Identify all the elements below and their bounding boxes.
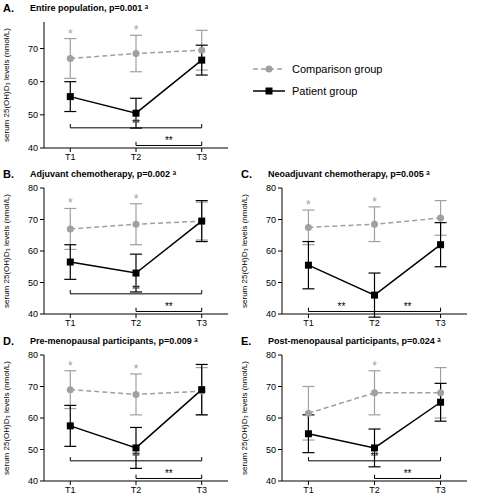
svg-text:60: 60 xyxy=(266,413,276,423)
svg-text:80: 80 xyxy=(266,350,276,360)
svg-text:70: 70 xyxy=(266,382,276,392)
svg-text:80: 80 xyxy=(28,183,38,193)
html-text:B.: B. xyxy=(3,168,14,180)
svg-text:*: * xyxy=(372,195,377,209)
svg-text:40: 40 xyxy=(28,309,38,319)
svg-text:serum 25(OH)D₃ levels (nmol/L): serum 25(OH)D₃ levels (nmol/L) xyxy=(8,361,11,475)
html-text:E.: E. xyxy=(241,335,252,347)
svg-text:70: 70 xyxy=(28,215,38,225)
html-text:Post-menopausal participants,: Post-menopausal participants, p=0.024 ᵃ xyxy=(268,336,441,346)
svg-text:80: 80 xyxy=(28,350,38,360)
svg-text:60: 60 xyxy=(266,246,276,256)
html-text:Pre-menopausal participants, p: Pre-menopausal participants, p=0.009 ᵃ xyxy=(30,336,198,346)
svg-text:**: ** xyxy=(165,468,173,479)
svg-text:T3: T3 xyxy=(196,152,207,162)
svg-text:50: 50 xyxy=(266,445,276,455)
svg-text:70: 70 xyxy=(266,215,276,225)
svg-text:40: 40 xyxy=(28,476,38,486)
svg-text:**: ** xyxy=(132,118,140,129)
svg-text:*: * xyxy=(68,27,73,41)
svg-text:**: ** xyxy=(404,301,412,312)
svg-text:**: ** xyxy=(404,468,412,479)
svg-text:T2: T2 xyxy=(369,485,380,495)
svg-text:50: 50 xyxy=(266,278,276,288)
svg-text:*: * xyxy=(134,192,139,206)
svg-text:40: 40 xyxy=(28,143,38,153)
svg-text:T3: T3 xyxy=(196,485,207,495)
svg-text:T2: T2 xyxy=(131,485,142,495)
svg-text:40: 40 xyxy=(266,476,276,486)
svg-text:*: * xyxy=(68,196,73,210)
svg-text:60: 60 xyxy=(28,77,38,87)
svg-text:T1: T1 xyxy=(303,485,314,495)
svg-text:**: ** xyxy=(165,135,173,146)
svg-text:T2: T2 xyxy=(131,152,142,162)
svg-text:50: 50 xyxy=(28,445,38,455)
svg-text:50: 50 xyxy=(28,110,38,120)
svg-text:T1: T1 xyxy=(303,318,314,328)
svg-text:serum 25(OH)D₃ levels (nmol/L): serum 25(OH)D₃ levels (nmol/L) xyxy=(240,194,249,308)
svg-text:T1: T1 xyxy=(65,152,76,162)
svg-text:**: ** xyxy=(132,284,140,295)
svg-text:**: ** xyxy=(338,301,346,312)
html-text:D.: D. xyxy=(3,335,14,347)
svg-text:60: 60 xyxy=(28,413,38,423)
svg-text:T3: T3 xyxy=(435,318,446,328)
html-text:Entire population, p=0.001 ᵃ: Entire population, p=0.001 ᵃ xyxy=(30,3,149,13)
svg-text:serum 25(OH)D₃ levels (nmol/L): serum 25(OH)D₃ levels (nmol/L) xyxy=(240,361,249,475)
html-text:A.: A. xyxy=(3,2,14,14)
svg-text:50: 50 xyxy=(28,278,38,288)
svg-text:*: * xyxy=(68,359,73,373)
html-text:C.: C. xyxy=(241,168,252,180)
svg-text:*: * xyxy=(134,23,139,37)
svg-text:**: ** xyxy=(371,451,379,462)
svg-text:70: 70 xyxy=(28,382,38,392)
svg-text:60: 60 xyxy=(28,246,38,256)
svg-text:**: ** xyxy=(132,451,140,462)
svg-text:*: * xyxy=(306,198,311,212)
svg-text:T1: T1 xyxy=(65,318,76,328)
svg-text:T2: T2 xyxy=(131,318,142,328)
html-text:Patient group: Patient group xyxy=(292,85,358,97)
svg-text:**: ** xyxy=(165,301,173,312)
svg-text:serum 25(OH)D₃ levels (nmol/L): serum 25(OH)D₃ levels (nmol/L) xyxy=(8,28,11,142)
svg-text:T1: T1 xyxy=(65,485,76,495)
svg-text:40: 40 xyxy=(266,309,276,319)
svg-text:T3: T3 xyxy=(435,485,446,495)
svg-text:serum 25(OH)D₃ levels (nmol/L): serum 25(OH)D₃ levels (nmol/L) xyxy=(8,194,11,308)
svg-text:T2: T2 xyxy=(369,318,380,328)
svg-text:*: * xyxy=(372,359,377,373)
svg-text:70: 70 xyxy=(28,44,38,54)
svg-text:*: * xyxy=(134,362,139,376)
svg-text:T3: T3 xyxy=(196,318,207,328)
html-text:Neoadjuvant chemotherapy, p=0.: Neoadjuvant chemotherapy, p=0.005 ᵃ xyxy=(268,169,430,179)
svg-text:80: 80 xyxy=(266,183,276,193)
html-text:Comparison group: Comparison group xyxy=(292,63,383,75)
html-text:Adjuvant chemotherapy, p=0.002: Adjuvant chemotherapy, p=0.002 ᵃ xyxy=(30,169,176,179)
